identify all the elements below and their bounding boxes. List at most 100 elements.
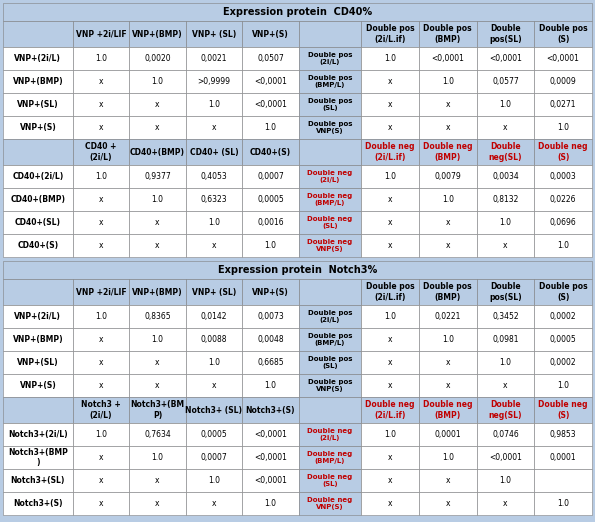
- Bar: [3, 165, 73, 188]
- Text: Notch3 +
(2i/L): Notch3 + (2i/L): [81, 400, 121, 420]
- Bar: [3, 328, 73, 351]
- Bar: [186, 374, 242, 397]
- Bar: [361, 469, 419, 492]
- Bar: [129, 328, 186, 351]
- Text: 0,0226: 0,0226: [550, 195, 577, 204]
- Text: 1.0: 1.0: [499, 476, 512, 485]
- Bar: [419, 446, 477, 469]
- Bar: [73, 279, 129, 305]
- Bar: [186, 279, 242, 305]
- Bar: [73, 234, 129, 257]
- Bar: [3, 47, 73, 70]
- Bar: [299, 21, 361, 47]
- Text: Double pos
(BMP): Double pos (BMP): [424, 282, 472, 302]
- Text: 1.0: 1.0: [208, 218, 220, 227]
- Text: 1.0: 1.0: [208, 358, 220, 367]
- Bar: [3, 469, 73, 492]
- Bar: [477, 328, 534, 351]
- Bar: [419, 234, 477, 257]
- Text: 0,0007: 0,0007: [201, 453, 227, 462]
- Text: Double pos
(S): Double pos (S): [539, 25, 587, 44]
- Text: x: x: [503, 123, 508, 132]
- Bar: [73, 492, 129, 515]
- Text: Expression protein  Notch3%: Expression protein Notch3%: [218, 265, 377, 275]
- Bar: [73, 47, 129, 70]
- Text: Double pos
(S): Double pos (S): [539, 282, 587, 302]
- Text: <0,0001: <0,0001: [254, 430, 287, 439]
- Bar: [477, 469, 534, 492]
- Bar: [361, 21, 419, 47]
- Text: x: x: [155, 241, 159, 250]
- Bar: [242, 397, 299, 423]
- Text: VNP +2i/LIF: VNP +2i/LIF: [76, 288, 126, 296]
- Bar: [361, 279, 419, 305]
- Bar: [419, 423, 477, 446]
- Text: x: x: [212, 123, 216, 132]
- Bar: [186, 93, 242, 116]
- Bar: [129, 47, 186, 70]
- Bar: [73, 328, 129, 351]
- Text: Notch3+(SL): Notch3+(SL): [11, 476, 65, 485]
- Text: 0,0142: 0,0142: [201, 312, 227, 321]
- Text: x: x: [388, 195, 392, 204]
- Bar: [129, 21, 186, 47]
- Text: x: x: [388, 218, 392, 227]
- Bar: [242, 234, 299, 257]
- Text: Double pos
(SL): Double pos (SL): [308, 356, 352, 369]
- Text: 1.0: 1.0: [208, 100, 220, 109]
- Bar: [73, 165, 129, 188]
- Text: 1.0: 1.0: [441, 77, 454, 86]
- Text: VNP+ (SL): VNP+ (SL): [192, 288, 236, 296]
- Bar: [477, 279, 534, 305]
- Text: 0,0021: 0,0021: [201, 54, 227, 63]
- Bar: [242, 116, 299, 139]
- Bar: [477, 374, 534, 397]
- Bar: [242, 469, 299, 492]
- Text: Double neg
(SL): Double neg (SL): [308, 474, 353, 487]
- Text: x: x: [99, 476, 103, 485]
- Text: 1.0: 1.0: [557, 381, 569, 390]
- Bar: [299, 279, 361, 305]
- Text: Double pos
(2i/L.if): Double pos (2i/L.if): [366, 282, 414, 302]
- Bar: [534, 165, 592, 188]
- Bar: [73, 374, 129, 397]
- Bar: [129, 116, 186, 139]
- Bar: [534, 93, 592, 116]
- Text: x: x: [503, 499, 508, 508]
- Text: VNP+(BMP): VNP+(BMP): [132, 288, 183, 296]
- Bar: [186, 116, 242, 139]
- Text: x: x: [99, 123, 103, 132]
- Text: x: x: [212, 241, 216, 250]
- Bar: [129, 165, 186, 188]
- Text: VNP+(SL): VNP+(SL): [17, 100, 59, 109]
- Text: Double pos
(2i/L.if): Double pos (2i/L.if): [366, 25, 414, 44]
- Text: 1.0: 1.0: [499, 218, 512, 227]
- Bar: [361, 70, 419, 93]
- Text: 0,0016: 0,0016: [257, 218, 284, 227]
- Bar: [129, 234, 186, 257]
- Text: x: x: [99, 453, 103, 462]
- Bar: [242, 374, 299, 397]
- Text: 1.0: 1.0: [441, 335, 454, 344]
- Text: x: x: [212, 381, 216, 390]
- Bar: [129, 211, 186, 234]
- Text: Double neg
VNP(S): Double neg VNP(S): [308, 497, 353, 510]
- Text: x: x: [446, 499, 450, 508]
- Bar: [477, 116, 534, 139]
- Text: Double neg
(BMP/L): Double neg (BMP/L): [308, 193, 353, 206]
- Bar: [419, 469, 477, 492]
- Text: 1.0: 1.0: [384, 54, 396, 63]
- Text: <0,0001: <0,0001: [431, 54, 464, 63]
- Bar: [73, 397, 129, 423]
- Text: 0,0020: 0,0020: [144, 54, 171, 63]
- Text: 1.0: 1.0: [499, 358, 512, 367]
- Bar: [361, 188, 419, 211]
- Bar: [73, 305, 129, 328]
- Bar: [299, 469, 361, 492]
- Bar: [73, 469, 129, 492]
- Bar: [242, 211, 299, 234]
- Text: 0,7634: 0,7634: [144, 430, 171, 439]
- Bar: [299, 446, 361, 469]
- Text: Double pos
VNP(S): Double pos VNP(S): [308, 121, 352, 134]
- Bar: [299, 139, 361, 165]
